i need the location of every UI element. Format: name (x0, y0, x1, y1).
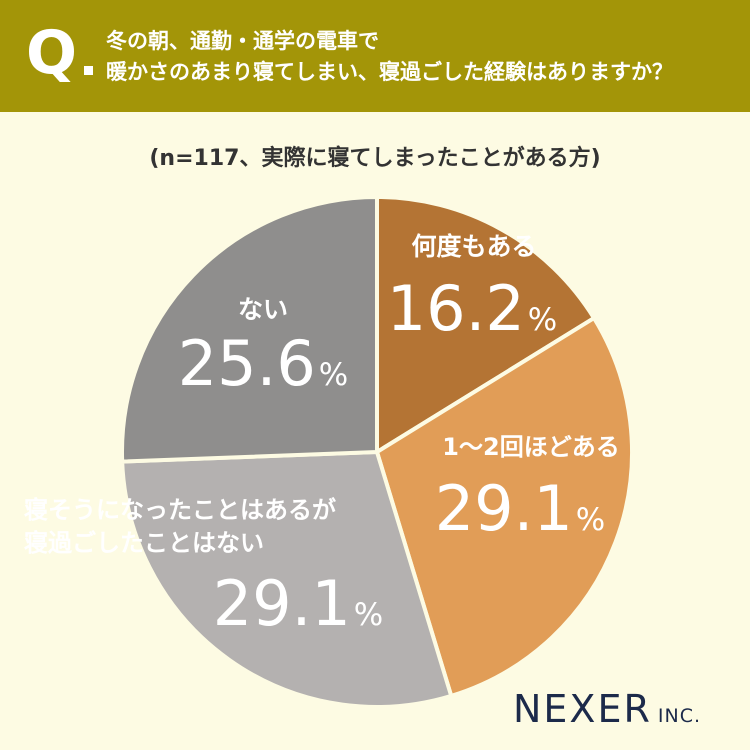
brand-suffix: INC. (657, 705, 702, 727)
slice-value-label: 29.1% (435, 472, 606, 545)
question-mark-dot (84, 66, 93, 75)
question-line-2: 暖かさのあまり寝てしまい、寝過ごした経験はありますか？ (106, 60, 673, 84)
slice-label: 寝そうになったことはあるが寝過ごしたことはない (24, 496, 336, 557)
slice-value-label: 25.6% (178, 327, 349, 400)
pie-slice (120, 195, 379, 464)
slice-value-label: 16.2% (387, 272, 558, 345)
pie-slice (120, 450, 454, 709)
question-text: 冬の朝、通勤・通学の電車で 暖かさのあまり寝てしまい、寝過ごした経験はありますか… (106, 26, 746, 88)
pie-slice (375, 195, 597, 454)
question-line-1: 冬の朝、通勤・通学の電車で (106, 29, 379, 53)
question-mark-label: Q (26, 18, 78, 88)
brand-name: NEXER (513, 687, 652, 731)
pie-slice (375, 316, 634, 698)
slice-value-label: 29.1% (213, 567, 384, 640)
brand-logo: NEXER INC. (513, 687, 701, 731)
sample-size-note: (n=117、実際に寝てしまったことがある方) (149, 146, 601, 171)
question-header: Q 冬の朝、通勤・通学の電車で 暖かさのあまり寝てしまい、寝過ごした経験はありま… (0, 0, 750, 112)
slice-label: 何度もある (411, 232, 536, 261)
slice-label: 1〜2回ほどある (442, 433, 619, 461)
slice-label: ない (238, 295, 288, 324)
